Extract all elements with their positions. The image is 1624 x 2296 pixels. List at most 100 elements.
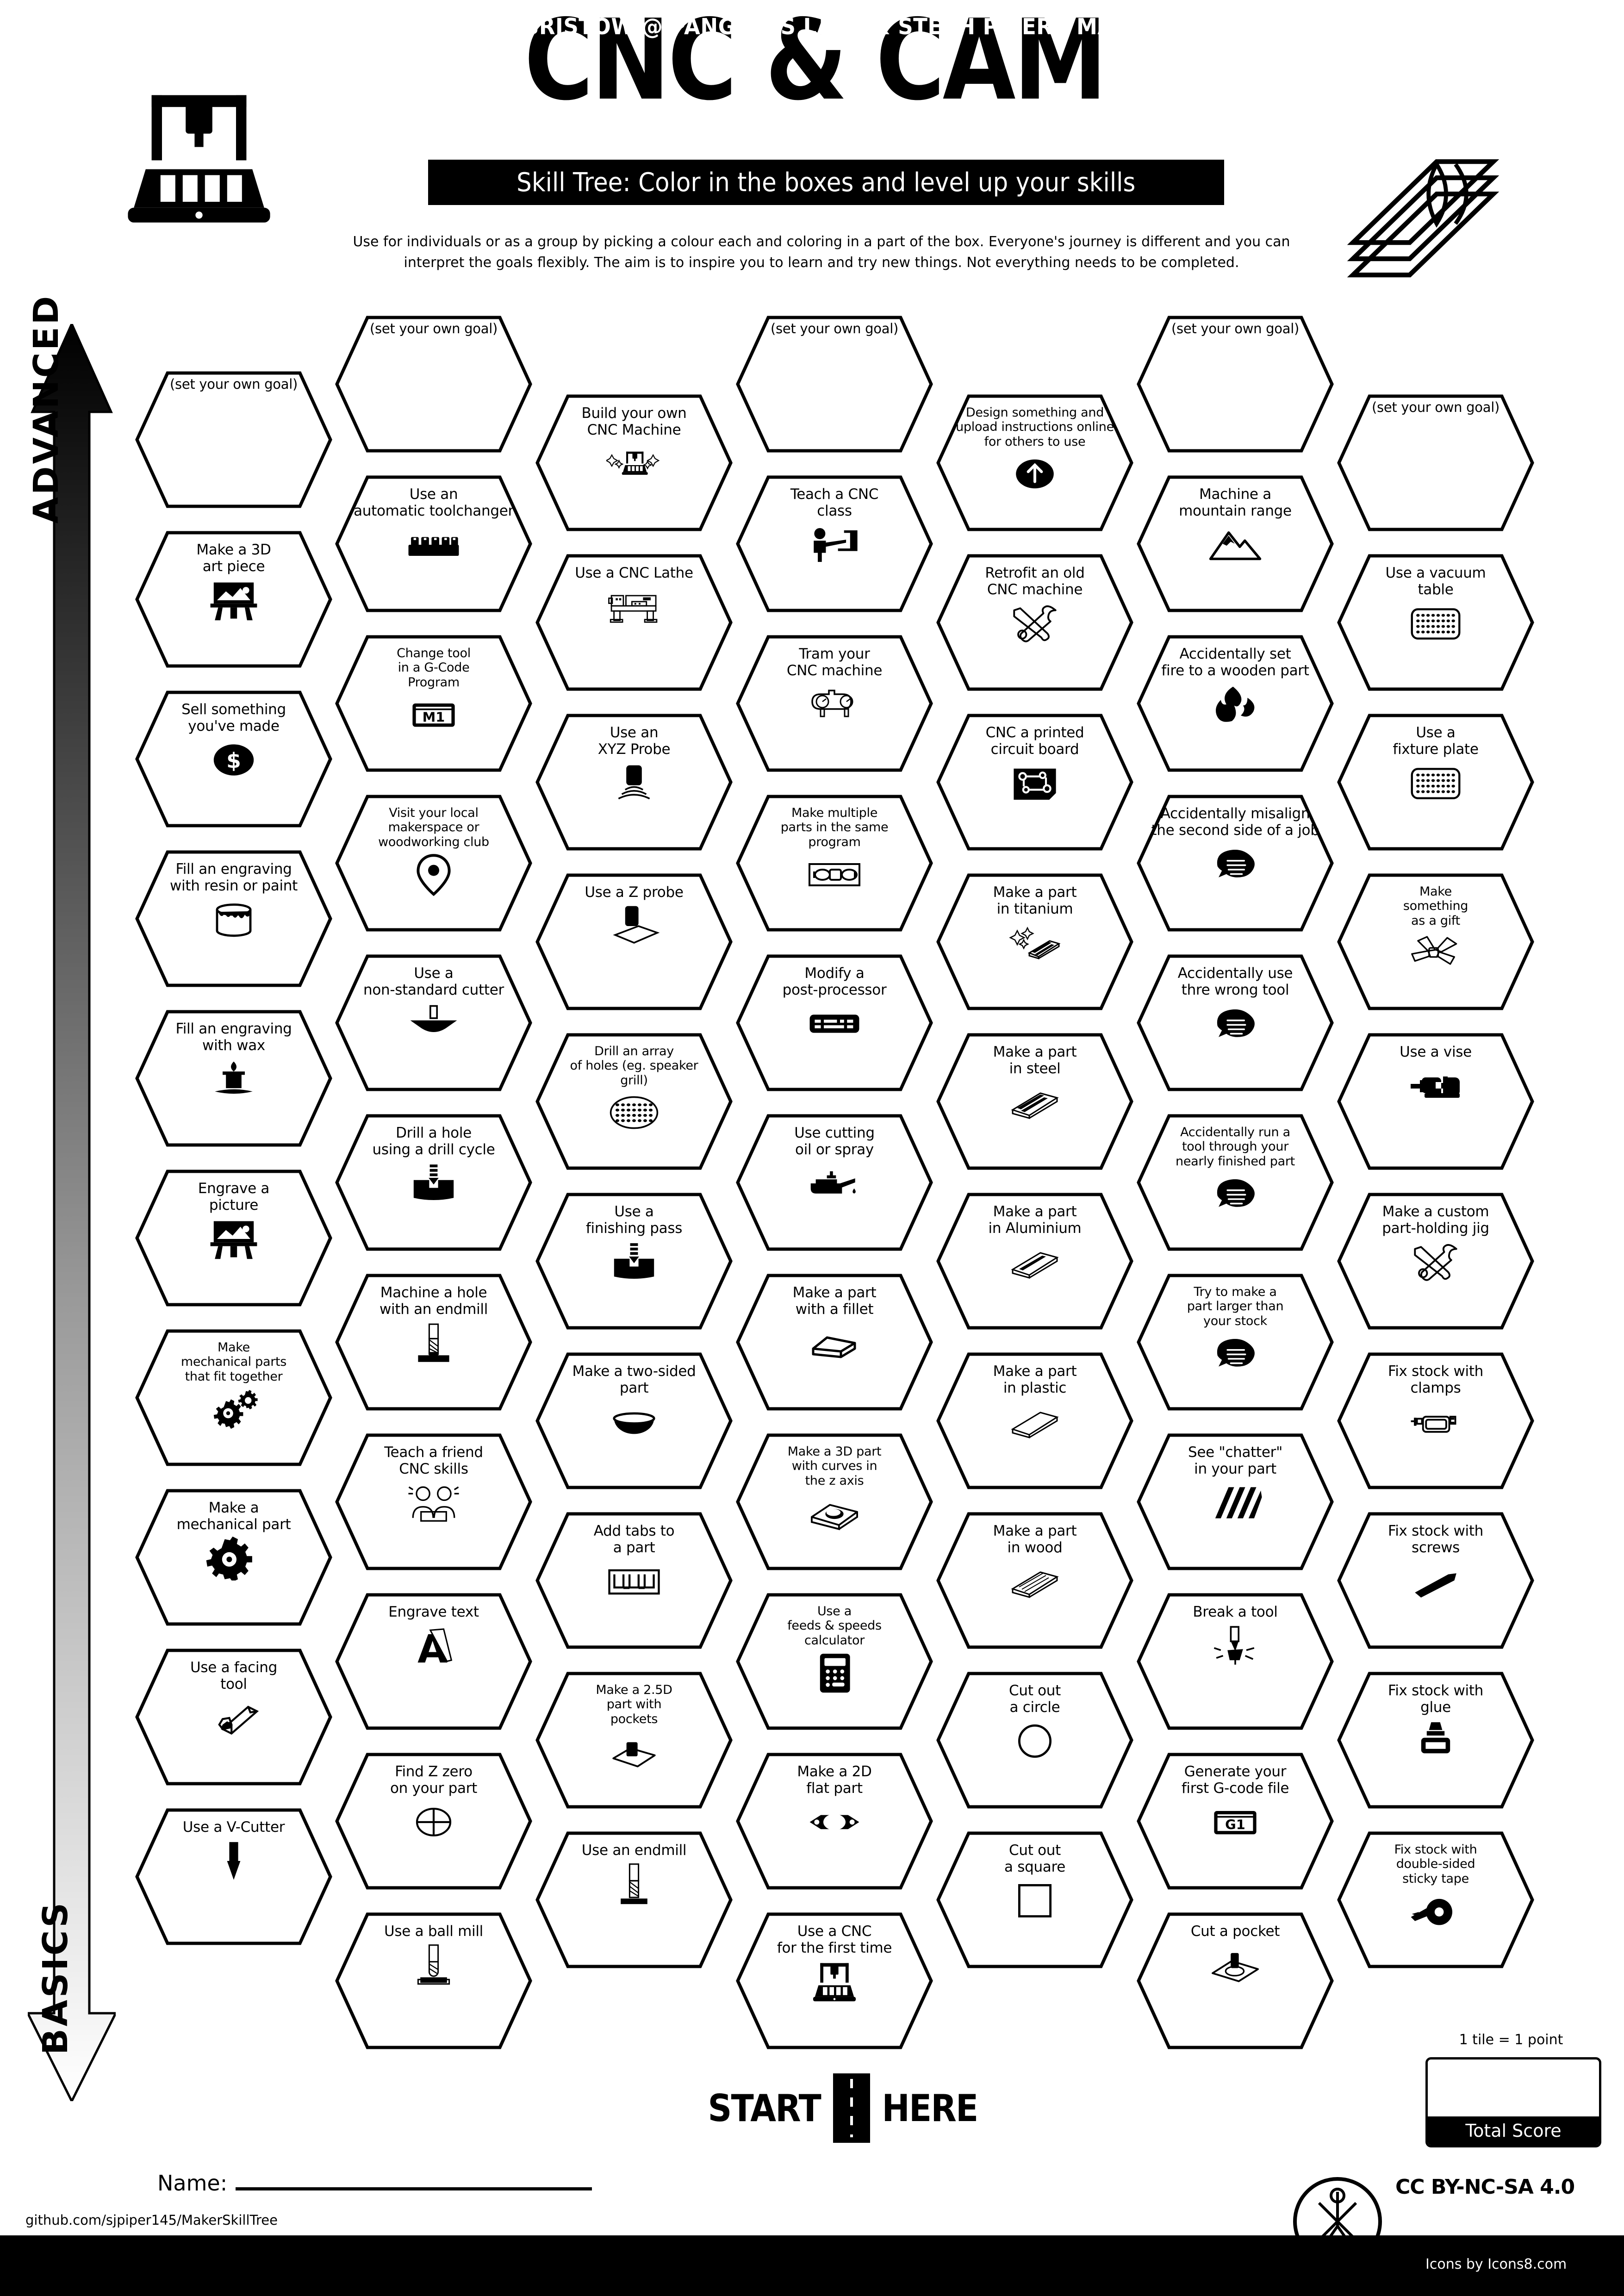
skill-tile[interactable]: (set your own goal) <box>1136 315 1335 454</box>
skill-tile[interactable]: Modify a post-processor <box>735 953 934 1092</box>
skill-tile[interactable]: (set your own goal) <box>134 370 333 509</box>
skill-tile[interactable]: Engrave text A <box>334 1592 533 1731</box>
skill-tile[interactable]: Add tabs to a part <box>535 1511 734 1650</box>
hexagon-outline <box>1337 394 1534 531</box>
skill-tile[interactable]: Make a part with a fillet <box>735 1273 934 1412</box>
skill-tile[interactable]: Break a tool <box>1136 1592 1335 1731</box>
hexagon-outline <box>335 795 532 932</box>
skill-tile-label: Fill an engraving with wax <box>175 1020 292 1054</box>
skill-tile[interactable]: Fix stock with glue <box>1336 1671 1535 1810</box>
name-input-line[interactable] <box>236 2187 592 2190</box>
skill-tile[interactable]: Accidentally run a tool through your nearl… <box>1136 1113 1335 1252</box>
vise-icon <box>1408 1064 1463 1108</box>
skill-tile-label: (set your own goal) <box>771 321 898 336</box>
skill-tile[interactable]: See "chatter" in your part <box>1136 1432 1335 1571</box>
fixture-plate-icon <box>1408 761 1463 805</box>
skill-tile[interactable]: Use a facing tool <box>134 1648 333 1786</box>
skill-tile[interactable]: Machine a hole with an endmill <box>334 1273 533 1412</box>
skill-tile[interactable]: Make a 2D flat part <box>735 1752 934 1891</box>
skill-tile[interactable]: Sell something you've made $ <box>134 690 333 828</box>
cnc-machine-icon <box>807 1960 862 2004</box>
skill-tile[interactable]: (set your own goal) <box>1336 393 1535 532</box>
skill-tile[interactable]: Make a two-sided part <box>535 1351 734 1490</box>
skill-tile[interactable]: (set your own goal) <box>334 315 533 454</box>
skill-tile[interactable]: Fix stock with clamps <box>1336 1351 1535 1490</box>
skill-tile[interactable]: Make a part in wood <box>935 1511 1134 1650</box>
skill-tile[interactable]: Make a 3D art piece <box>134 530 333 669</box>
skill-tile[interactable]: Accidentally use thre wrong tool <box>1136 953 1335 1092</box>
skill-tile[interactable]: Make a custom part-holding jig <box>1336 1192 1535 1331</box>
skill-tile[interactable]: Make a mechanical part <box>134 1488 333 1627</box>
skill-tile[interactable]: Retrofit an old CNC machine <box>935 553 1134 692</box>
hexagon-outline <box>135 371 332 508</box>
skill-tile[interactable]: Use a V-Cutter <box>134 1807 333 1946</box>
skill-tile-label: Make a 2.5D part with pockets <box>596 1683 672 1726</box>
skill-tile[interactable]: Accidentally misalign the second side of … <box>1136 794 1335 933</box>
skill-tile[interactable]: Engrave a picture <box>134 1169 333 1307</box>
skill-tile[interactable]: Change tool in a G-Code Program M1 <box>334 634 533 773</box>
skill-tile[interactable]: CNC a printed circuit board <box>935 713 1134 852</box>
skill-tile[interactable]: Find Z zero on your part <box>334 1752 533 1891</box>
skill-tile[interactable]: Visit your local makerspace or woodworking… <box>334 794 533 933</box>
skill-tile[interactable]: Use a vise <box>1336 1032 1535 1171</box>
skill-tile[interactable]: Use an XYZ Probe <box>535 713 734 852</box>
skill-tile-label: Make a part in Aluminium <box>988 1203 1082 1237</box>
skill-tile-label: Make a 2D flat part <box>797 1763 872 1797</box>
skill-tile[interactable]: (set your own goal) <box>735 315 934 454</box>
xyz-probe-icon <box>606 761 662 805</box>
skill-tile[interactable]: Use a CNC Lathe <box>535 553 734 692</box>
skill-tile[interactable]: Make a 3D part with curves in the z axis <box>735 1432 934 1571</box>
chatter-icon <box>1207 1481 1263 1525</box>
skill-tile[interactable]: Use a CNC for the first time <box>735 1911 934 2050</box>
skill-tile[interactable]: Build your own CNC Machine <box>535 393 734 532</box>
plastic-bar-icon <box>1007 1400 1063 1444</box>
skill-tile[interactable]: Fill an engraving with resin or paint <box>134 849 333 988</box>
skill-tile[interactable]: Accidentally set fire to a wooden part <box>1136 634 1335 773</box>
skill-tile[interactable]: Make something as a gift <box>1336 872 1535 1011</box>
skill-tile[interactable]: Use a vacuum table <box>1336 553 1535 692</box>
hexagon-outline <box>335 1433 532 1570</box>
skill-tile[interactable]: Tram your CNC machine <box>735 634 934 773</box>
hexagon-outline <box>535 1672 733 1809</box>
icons8-credit: Icons by Icons8.com <box>1425 2256 1567 2272</box>
square-icon <box>1007 1879 1063 1923</box>
skill-tile[interactable]: Make a part in plastic <box>935 1351 1134 1490</box>
skill-tile[interactable]: Cut out a circle <box>935 1671 1134 1810</box>
skill-tile[interactable]: Make mechanical parts that fit together <box>134 1328 333 1467</box>
skill-tile[interactable]: Use a ball mill <box>334 1911 533 2050</box>
skill-tile-label: Break a tool <box>1193 1604 1278 1620</box>
skill-tile-label: Use an XYZ Probe <box>597 724 671 758</box>
skill-tile[interactable]: Fix stock with screws <box>1336 1511 1535 1650</box>
skill-tile[interactable]: Drill a hole using a drill cycle <box>334 1113 533 1252</box>
skill-tile[interactable]: Fix stock with double-sided sticky tape <box>1336 1830 1535 1969</box>
skill-tile[interactable]: Teach a CNC class <box>735 474 934 613</box>
skill-tile[interactable]: Machine a mountain range <box>1136 474 1335 613</box>
skill-tile[interactable]: Use an automatic toolchanger <box>334 474 533 613</box>
total-score-box[interactable]: Total Score <box>1425 2057 1601 2147</box>
multi-parts-icon <box>807 852 862 896</box>
titanium-bar-icon <box>1007 921 1063 965</box>
skill-tile[interactable]: Make multiple parts in the same program <box>735 794 934 933</box>
skill-tile[interactable]: Generate your first G-code file G1 <box>1136 1752 1335 1891</box>
skill-tile[interactable]: Use a fixture plate <box>1336 713 1535 852</box>
skill-tile[interactable]: Use a feeds & speeds calculator <box>735 1592 934 1731</box>
skill-tile[interactable]: Cut out a square <box>935 1830 1134 1969</box>
skill-tile[interactable]: Use cutting oil or spray <box>735 1113 934 1252</box>
name-field-row[interactable]: Name: <box>157 2171 592 2196</box>
github-link[interactable]: github.com/sjpiper145/MakerSkillTree <box>25 2212 278 2228</box>
skill-tile[interactable]: Use an endmill <box>535 1830 734 1969</box>
skill-tile[interactable]: Fill an engraving with wax <box>134 1009 333 1148</box>
skill-tile[interactable]: Use a non-standard cutter <box>334 953 533 1092</box>
skill-tile[interactable]: Use a finishing pass <box>535 1192 734 1331</box>
skill-tile[interactable]: Make a part in Aluminium <box>935 1192 1134 1331</box>
skill-tile[interactable]: Make a part in titanium <box>935 872 1134 1011</box>
skill-tile[interactable]: Design something and upload instructions … <box>935 393 1134 532</box>
skill-tile[interactable]: Make a 2.5D part with pockets <box>535 1671 734 1810</box>
skill-tile[interactable]: Use a Z probe <box>535 872 734 1011</box>
skill-tile[interactable]: Make a part in steel <box>935 1032 1134 1171</box>
skill-tile[interactable]: Try to make a part larger than your stock <box>1136 1273 1335 1412</box>
skill-tile[interactable]: Cut a pocket <box>1136 1911 1335 2050</box>
skill-tile[interactable]: Drill an array of holes (eg. speaker grill… <box>535 1032 734 1171</box>
skill-tile[interactable]: Teach a friend CNC skills <box>334 1432 533 1571</box>
